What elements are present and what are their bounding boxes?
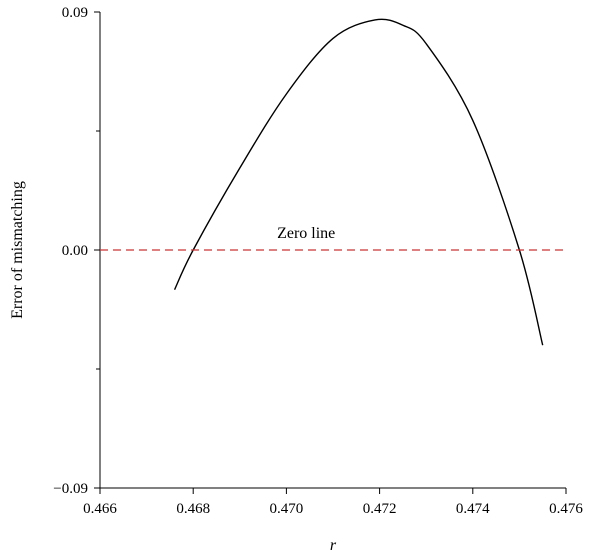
plot-series	[100, 18, 566, 346]
zero-line-label: Zero line	[277, 225, 335, 242]
x-axis-ticks: 0.466 0.468 0.470 0.472 0.474 0.476	[83, 488, 583, 517]
y-axis-ticks: −0.09 0.00 0.09	[53, 5, 100, 497]
error-curve	[173, 18, 544, 346]
annotations: Zero line	[277, 225, 335, 242]
y-tick-label: 0.09	[62, 5, 88, 21]
x-axis-label: r	[330, 537, 337, 554]
y-tick-label: −0.09	[53, 481, 88, 497]
x-tick-label: 0.472	[363, 501, 397, 517]
x-tick-label: 0.466	[83, 501, 117, 517]
x-tick-label: 0.468	[176, 501, 210, 517]
x-tick-label: 0.476	[549, 501, 583, 517]
x-tick-label: 0.470	[270, 501, 304, 517]
y-axis-label: Error of mismatching	[9, 181, 26, 319]
y-tick-label: 0.00	[62, 243, 88, 259]
x-tick-label: 0.474	[456, 501, 490, 517]
